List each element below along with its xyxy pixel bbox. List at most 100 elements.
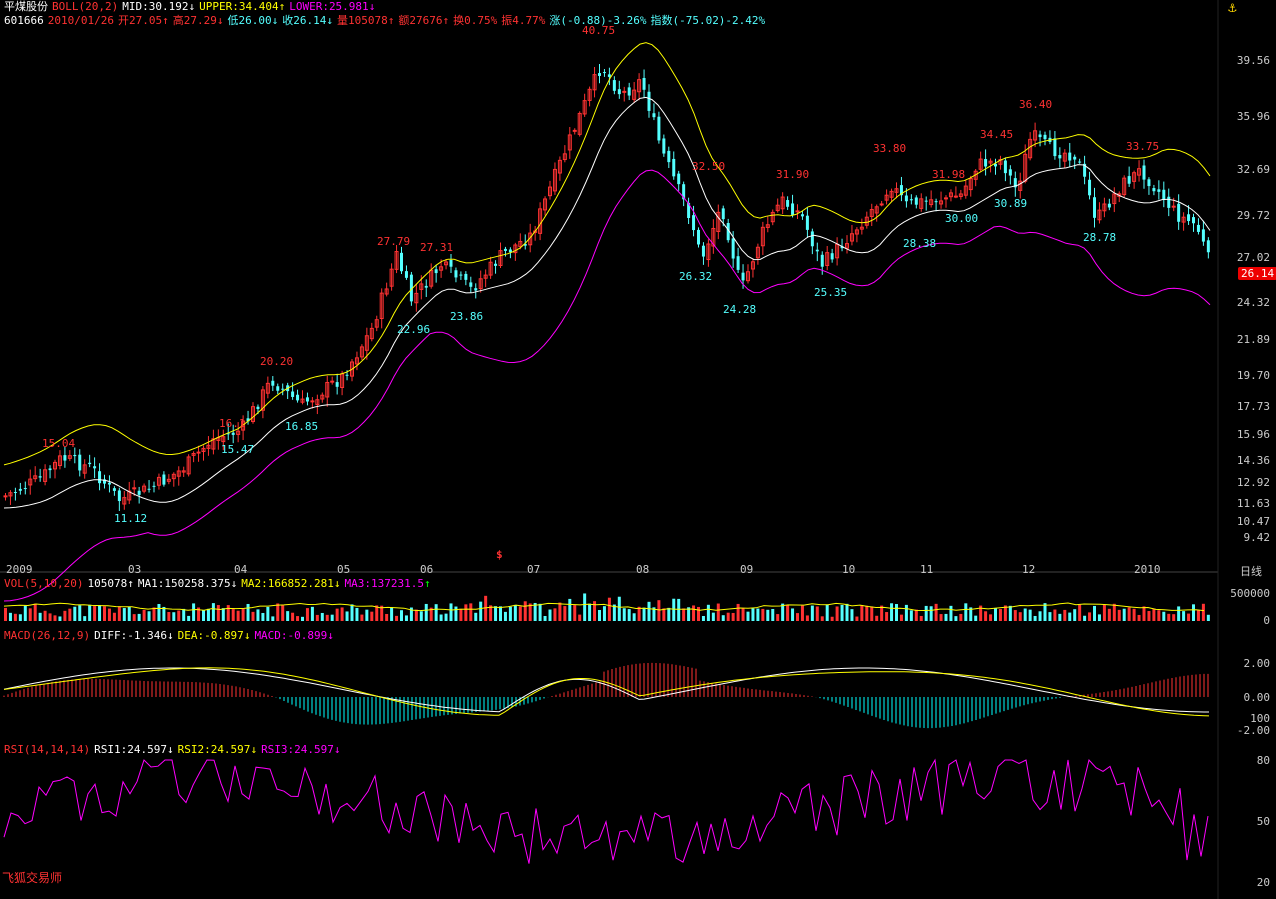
- candle-up: [439, 266, 444, 271]
- candle-up: [478, 278, 483, 290]
- volume-bar: [647, 601, 651, 621]
- month-label: 12: [1022, 563, 1036, 576]
- volume-bar: [1142, 606, 1146, 621]
- candle-down: [810, 231, 814, 247]
- candle-down: [1013, 178, 1017, 188]
- candle-down: [454, 270, 458, 278]
- volume-bar: [499, 606, 502, 621]
- candle-down: [1157, 189, 1161, 192]
- macd-dea-line: [3, 667, 1210, 717]
- volume-bar: [162, 606, 166, 621]
- volume-bar: [444, 613, 448, 621]
- volume-bar: [147, 611, 151, 621]
- high-annotation: 31.98: [932, 168, 966, 181]
- vol-ma1: MA1:150258.375↓: [137, 577, 238, 590]
- volume-bar: [964, 603, 968, 621]
- candle-up: [968, 178, 973, 191]
- candle-up: [67, 455, 72, 459]
- candle-down: [697, 229, 700, 245]
- candle-down: [305, 397, 309, 402]
- candle-up: [419, 283, 424, 290]
- candle-up: [3, 495, 8, 498]
- volume-bar: [533, 602, 537, 621]
- candle-down: [1192, 217, 1195, 224]
- volume-bar: [112, 612, 116, 621]
- volume-bar: [543, 616, 547, 621]
- candle-up: [953, 195, 958, 198]
- candle-up: [142, 485, 147, 492]
- volume-bar: [1023, 608, 1027, 621]
- high-annotation: 32.50: [692, 160, 726, 173]
- event-marker[interactable]: $: [496, 548, 503, 561]
- volume-bar: [13, 613, 17, 621]
- candle-up: [988, 160, 993, 164]
- volume-bar: [167, 612, 171, 621]
- volume-bar: [400, 610, 403, 621]
- volume-bar: [330, 614, 334, 621]
- price-axis-label: 21.89: [1236, 333, 1270, 346]
- macd-diff: DIFF:-1.346↓: [94, 629, 174, 642]
- volume-bar: [909, 610, 913, 621]
- candle-down: [434, 269, 438, 274]
- candle-up: [132, 487, 137, 490]
- stock-code: 601666: [4, 14, 44, 27]
- volume-bar: [479, 601, 483, 621]
- low-annotation: 15.47: [221, 443, 255, 456]
- volume-bar: [231, 609, 235, 621]
- candle-up: [513, 244, 518, 254]
- candle-up: [557, 159, 562, 174]
- volume-bar: [1122, 608, 1126, 621]
- candle-up: [562, 153, 567, 161]
- candle-down: [508, 249, 512, 253]
- volume-bar: [692, 605, 696, 621]
- candle-down: [726, 223, 730, 241]
- candle-down: [1068, 152, 1072, 161]
- candle-up: [8, 492, 13, 497]
- volume-bar: [33, 603, 37, 621]
- low-annotation: 26.32: [679, 270, 713, 283]
- volume-bar: [1192, 604, 1195, 621]
- volume-bar: [28, 608, 32, 621]
- candle-down: [642, 77, 646, 90]
- candle-down: [13, 492, 17, 494]
- vol-value: 105078↑: [87, 577, 134, 590]
- candle-down: [335, 382, 339, 387]
- price-axis-label: 10.47: [1236, 515, 1270, 528]
- volume-bar: [142, 609, 146, 621]
- candle-up: [775, 204, 780, 212]
- volume-bar: [538, 603, 542, 621]
- volume-bar: [1093, 605, 1096, 621]
- volume-bar: [850, 609, 854, 621]
- volume-bar: [503, 611, 507, 621]
- volume-bar: [434, 604, 438, 621]
- candle-up: [780, 196, 785, 210]
- volume-bar: [820, 616, 824, 621]
- volume-bar: [899, 614, 903, 621]
- candle-up: [379, 292, 384, 320]
- anchor-icon[interactable]: ⚓: [1228, 0, 1237, 16]
- volume-bar: [340, 607, 344, 621]
- volume-bar: [548, 609, 552, 621]
- candle-up: [43, 469, 48, 482]
- rsi-axis-20: 20: [1256, 876, 1270, 889]
- volume-bar: [751, 608, 755, 621]
- quote-turnover: 换0.75%: [453, 14, 498, 27]
- volume-bar: [840, 604, 844, 621]
- vol-ma2: MA2:166852.281↓: [241, 577, 341, 590]
- price-axis-label: 17.73: [1236, 400, 1270, 413]
- boll-mid: MID:30.192↓: [122, 0, 196, 13]
- candle-down: [147, 488, 151, 490]
- price-axis-label: 29.72: [1236, 209, 1270, 222]
- volume-bar: [746, 611, 750, 621]
- volume-bar: [825, 604, 829, 621]
- period-label[interactable]: 日线: [1240, 565, 1262, 578]
- month-label: 03: [128, 563, 142, 576]
- low-annotation: 11.12: [114, 512, 148, 525]
- candle-down: [1177, 203, 1181, 222]
- month-label: 06: [420, 563, 434, 576]
- volume-bar: [632, 613, 636, 621]
- volume-bar: [103, 606, 106, 621]
- boll-upper: UPPER:34.404↑: [199, 0, 286, 13]
- candle-down: [38, 476, 42, 478]
